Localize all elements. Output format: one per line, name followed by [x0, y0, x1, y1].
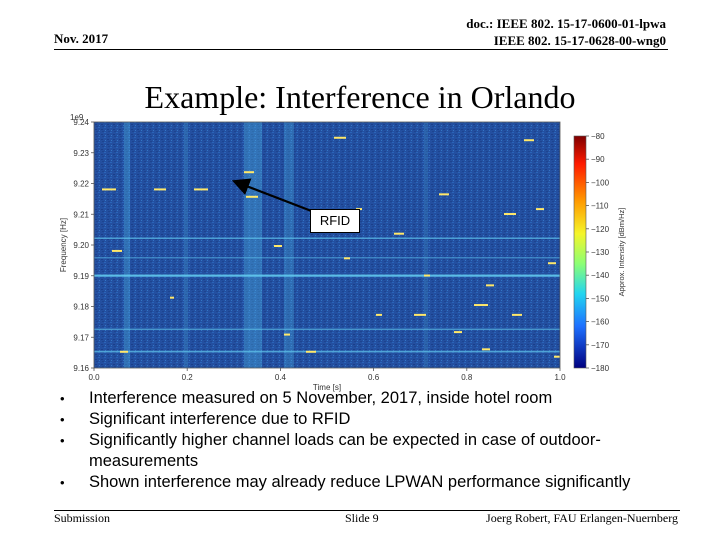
bullet-marker: •: [60, 433, 65, 448]
bullet-marker: •: [60, 391, 65, 406]
y-tick-label: 9.19: [73, 272, 89, 281]
signal-burst: [486, 284, 494, 287]
carrier-line: [94, 350, 560, 353]
y-tick-label: 9.17: [73, 333, 89, 342]
signal-burst: [548, 262, 556, 265]
spectrogram-background: [94, 122, 560, 368]
colorbar-tick-label: −130: [591, 248, 610, 257]
bullet-text: Significantly higher channel loads can b…: [89, 431, 601, 470]
signal-burst: [512, 313, 522, 316]
x-tick-label: 1.0: [554, 373, 566, 382]
bullet-list: • Interference measured on 5 November, 20…: [56, 388, 696, 493]
signal-burst: [474, 304, 488, 307]
y-tick-label: 9.16: [73, 364, 89, 373]
signal-burst: [306, 350, 316, 353]
y-tick-label: 9.22: [73, 180, 89, 189]
signal-burst: [439, 193, 449, 196]
signal-burst: [244, 171, 254, 174]
y-tick-label: 9.21: [73, 210, 89, 219]
y-tick-label: 9.23: [73, 149, 89, 158]
colorbar-tick-label: −80: [591, 132, 605, 141]
signal-burst: [154, 188, 166, 191]
y-tick-label: 9.18: [73, 303, 89, 312]
x-axis-label: Time [s]: [313, 383, 341, 392]
x-tick-label: 0.2: [182, 373, 194, 382]
colorbar-tick-label: −180: [591, 364, 610, 373]
signal-burst: [376, 313, 382, 316]
colorbar-tick-label: −160: [591, 318, 610, 327]
signal-burst: [284, 333, 290, 336]
signal-burst: [102, 188, 116, 191]
colorbar-tick-label: −150: [591, 294, 610, 303]
colorbar-tick-label: −140: [591, 271, 610, 280]
colorbar-tick-label: −170: [591, 341, 610, 350]
signal-burst: [194, 188, 208, 191]
x-tick-label: 0.6: [368, 373, 380, 382]
bullet-text: Interference measured on 5 November, 201…: [89, 389, 553, 407]
colorbar-tick-label: −120: [591, 225, 610, 234]
footer-rule: [54, 510, 680, 511]
bullet-text: Shown interference may already reduce LP…: [89, 473, 631, 491]
bullet-item: • Shown interference may already reduce L…: [56, 472, 696, 493]
signal-burst: [334, 136, 346, 139]
broadband-burst: [284, 122, 294, 368]
footer-author: Joerg Robert, FAU Erlangen-Nuernberg: [486, 511, 678, 525]
y-tick-label: 9.24: [73, 118, 89, 127]
signal-burst: [112, 249, 122, 252]
colorbar-tick-label: −100: [591, 178, 610, 187]
axis-exponent-label: 1e9: [70, 113, 84, 122]
header-document-id: doc.: IEEE 802. 15-17-0600-01-lpwa IEEE …: [466, 15, 666, 49]
signal-burst: [504, 213, 516, 216]
signal-burst: [120, 350, 128, 353]
signal-burst: [274, 245, 282, 247]
signal-burst: [554, 355, 560, 358]
bullet-text: Significant interference due to RFID: [89, 410, 351, 428]
signal-burst: [424, 274, 430, 277]
broadband-burst: [244, 122, 262, 368]
colorbar-tick-label: −90: [591, 155, 605, 164]
bullet-marker: •: [60, 475, 65, 490]
colorbar-tick-label: −110: [591, 202, 609, 211]
signal-burst: [454, 331, 462, 334]
footer-submission: Submission: [54, 511, 111, 525]
signal-burst: [536, 208, 544, 211]
broadband-burst: [124, 122, 130, 368]
header-rule: [54, 49, 668, 50]
header-doc-line-1: doc.: IEEE 802. 15-17-0600-01-lpwa: [466, 16, 666, 31]
signal-burst: [170, 296, 174, 299]
colorbar: [573, 135, 587, 369]
footer-slide-number: Slide 9: [345, 511, 379, 525]
carrier-line: [94, 237, 560, 239]
bullet-item: • Interference measured on 5 November, 20…: [56, 388, 696, 409]
header-date: Nov. 2017: [54, 31, 109, 46]
bullet-marker: •: [60, 412, 65, 427]
rfid-annotation-label: RFID: [310, 209, 360, 233]
x-tick-label: 0.4: [275, 373, 287, 382]
carrier-line: [94, 257, 560, 259]
signal-burst: [344, 257, 350, 260]
x-tick-label: 0.8: [461, 373, 473, 382]
header-doc-line-2: IEEE 802. 15-17-0628-00-wng0: [493, 33, 666, 48]
signal-burst: [414, 313, 426, 316]
carrier-line: [94, 274, 560, 277]
rfid-arrow: [231, 178, 315, 214]
bullet-item: • Significantly higher channel loads can …: [56, 430, 696, 472]
broadband-burst: [424, 122, 428, 368]
signal-burst: [394, 232, 404, 235]
colorbar-label: Approx. Intensity [dBm/Hz]: [617, 208, 626, 297]
bullet-item: • Significant interference due to RFID: [56, 409, 696, 430]
slide-title: Example: Interference in Orlando: [144, 79, 576, 115]
y-axis-label: Frequency [Hz]: [59, 218, 68, 272]
carrier-line: [94, 328, 560, 331]
y-tick-label: 9.20: [73, 241, 89, 250]
signal-burst: [246, 195, 258, 198]
signal-burst: [524, 139, 534, 142]
broadband-burst: [184, 122, 188, 368]
x-tick-label: 0.0: [88, 373, 100, 382]
spectrogram-figure: 9.24 9.23 9.22 9.21 9.20 9.19 9.18 9.17 9.16 1e9 F…: [56, 112, 646, 392]
spectrogram-svg: 9.24 9.23 9.22 9.21 9.20 9.19 9.18 9.17 9.16 1e9 F…: [59, 113, 626, 392]
signal-burst: [482, 348, 490, 351]
